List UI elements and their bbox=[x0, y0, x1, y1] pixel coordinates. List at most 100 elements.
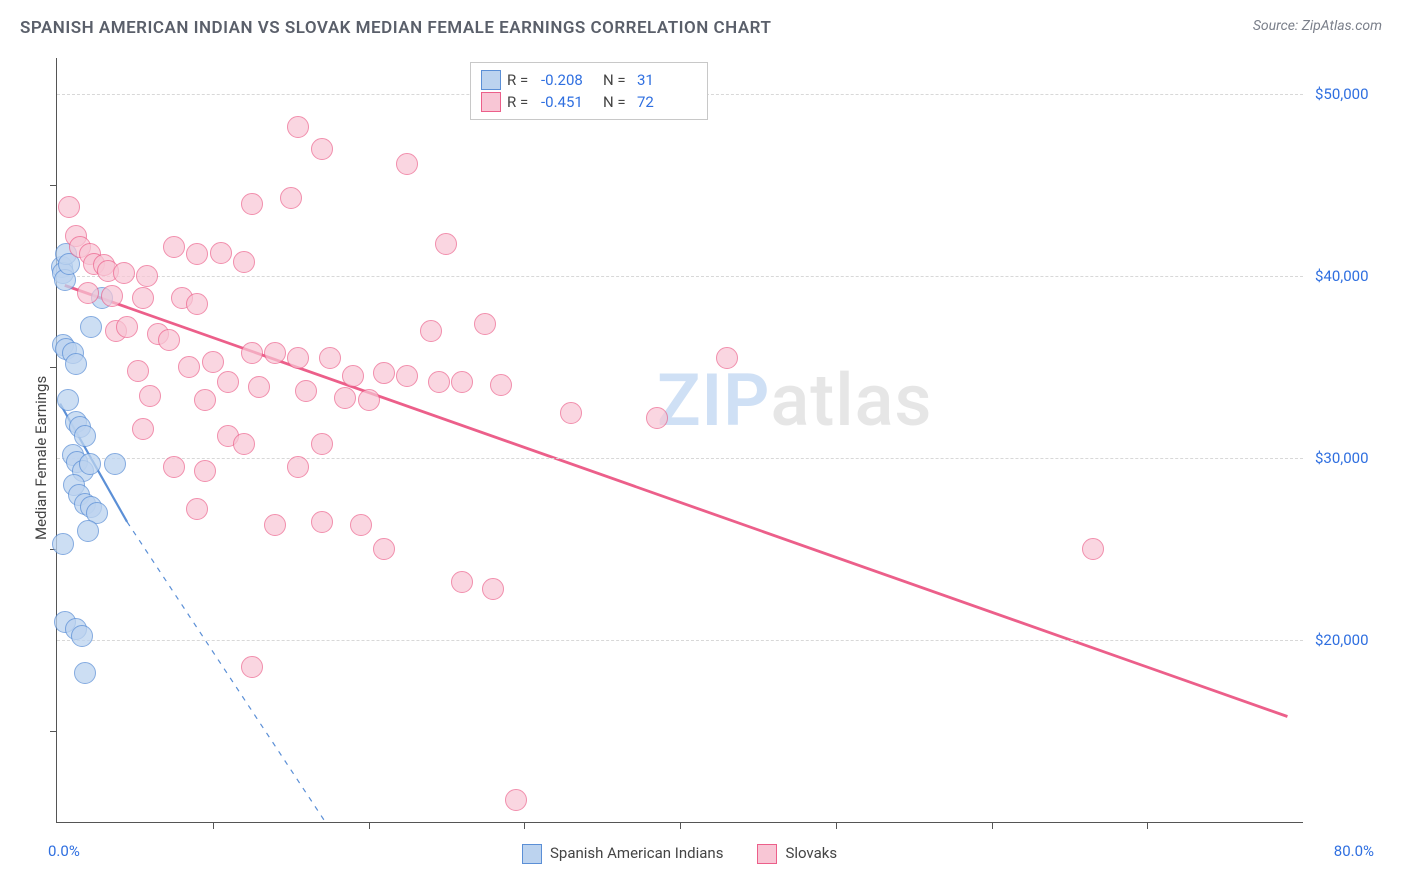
data-point-slovak bbox=[163, 456, 185, 478]
legend-r-value: -0.208 bbox=[541, 71, 597, 89]
data-point-spanish bbox=[104, 453, 126, 475]
y-tick bbox=[50, 731, 57, 732]
data-point-slovak bbox=[287, 116, 309, 138]
data-point-spanish bbox=[71, 625, 93, 647]
data-point-slovak bbox=[396, 365, 418, 387]
watermark-atlas: atlas bbox=[770, 358, 932, 443]
data-point-spanish bbox=[57, 389, 79, 411]
data-point-slovak bbox=[396, 153, 418, 175]
legend-swatch-icon bbox=[481, 70, 501, 90]
y-tick-label: $20,000 bbox=[1315, 631, 1385, 649]
watermark-zip: ZIP bbox=[657, 358, 770, 443]
data-point-slovak bbox=[127, 360, 149, 382]
data-point-slovak bbox=[217, 371, 239, 393]
data-point-slovak bbox=[210, 242, 232, 264]
gridline-h bbox=[57, 458, 1303, 459]
legend-swatch-icon bbox=[522, 844, 542, 864]
data-point-slovak bbox=[435, 233, 457, 255]
data-point-slovak bbox=[482, 578, 504, 600]
chart-title: SPANISH AMERICAN INDIAN VS SLOVAK MEDIAN… bbox=[20, 18, 771, 38]
data-point-slovak bbox=[136, 265, 158, 287]
data-point-slovak bbox=[194, 389, 216, 411]
data-point-slovak bbox=[373, 362, 395, 384]
data-point-slovak bbox=[287, 347, 309, 369]
data-point-slovak bbox=[334, 387, 356, 409]
x-axis-min-label: 0.0% bbox=[48, 842, 80, 860]
data-point-slovak bbox=[264, 514, 286, 536]
series-legend-item: Slovaks bbox=[757, 844, 837, 864]
data-point-slovak bbox=[716, 347, 738, 369]
y-tick bbox=[50, 367, 57, 368]
x-tick bbox=[680, 822, 681, 829]
legend-n-value: 72 bbox=[637, 93, 693, 111]
data-point-spanish bbox=[80, 316, 102, 338]
data-point-slovak bbox=[560, 402, 582, 424]
data-point-slovak bbox=[178, 356, 200, 378]
data-point-slovak bbox=[646, 407, 668, 429]
gridline-h bbox=[57, 640, 1303, 641]
data-point-slovak bbox=[248, 376, 270, 398]
stats-legend: R =-0.208N =31R =-0.451N =72 bbox=[470, 62, 708, 120]
data-point-slovak bbox=[1082, 538, 1104, 560]
data-point-slovak bbox=[319, 347, 341, 369]
legend-n-label: N = bbox=[603, 93, 631, 111]
legend-r-label: R = bbox=[507, 93, 535, 111]
data-point-slovak bbox=[373, 538, 395, 560]
legend-n-label: N = bbox=[603, 71, 631, 89]
legend-n-value: 31 bbox=[637, 71, 693, 89]
x-tick bbox=[836, 822, 837, 829]
data-point-slovak bbox=[158, 329, 180, 351]
data-point-spanish bbox=[52, 533, 74, 555]
data-point-slovak bbox=[358, 389, 380, 411]
y-tick-label: $40,000 bbox=[1315, 267, 1385, 285]
data-point-slovak bbox=[101, 285, 123, 307]
stats-legend-row-slovak: R =-0.451N =72 bbox=[481, 91, 693, 113]
x-tick bbox=[992, 822, 993, 829]
data-point-slovak bbox=[233, 251, 255, 273]
data-point-slovak bbox=[428, 371, 450, 393]
data-point-slovak bbox=[311, 138, 333, 160]
data-point-slovak bbox=[186, 243, 208, 265]
data-point-spanish bbox=[65, 353, 87, 375]
data-point-slovak bbox=[233, 433, 255, 455]
data-point-slovak bbox=[350, 514, 372, 536]
data-point-slovak bbox=[311, 511, 333, 533]
data-point-slovak bbox=[194, 460, 216, 482]
data-point-slovak bbox=[505, 789, 527, 811]
y-tick bbox=[50, 185, 57, 186]
x-axis-max-label: 80.0% bbox=[1334, 842, 1374, 860]
data-point-spanish bbox=[77, 520, 99, 542]
data-point-slovak bbox=[241, 656, 263, 678]
plot-area: ZIPatlas $20,000$30,000$40,000$50,000 bbox=[56, 58, 1303, 823]
series-legend-label: Spanish American Indians bbox=[550, 844, 723, 862]
data-point-slovak bbox=[139, 385, 161, 407]
data-point-slovak bbox=[241, 193, 263, 215]
data-point-slovak bbox=[202, 351, 224, 373]
data-point-spanish bbox=[74, 662, 96, 684]
source-attribution: Source: ZipAtlas.com bbox=[1253, 18, 1382, 34]
x-tick bbox=[213, 822, 214, 829]
data-point-slovak bbox=[311, 433, 333, 455]
legend-swatch-icon bbox=[757, 844, 777, 864]
x-tick bbox=[524, 822, 525, 829]
data-point-slovak bbox=[113, 262, 135, 284]
x-tick bbox=[369, 822, 370, 829]
series-legend-label: Slovaks bbox=[785, 844, 837, 862]
data-point-slovak bbox=[342, 365, 364, 387]
data-point-slovak bbox=[451, 571, 473, 593]
data-point-slovak bbox=[420, 320, 442, 342]
legend-swatch-icon bbox=[481, 92, 501, 112]
data-point-slovak bbox=[287, 456, 309, 478]
data-point-slovak bbox=[280, 187, 302, 209]
data-point-slovak bbox=[58, 196, 80, 218]
y-tick-label: $50,000 bbox=[1315, 85, 1385, 103]
data-point-slovak bbox=[186, 293, 208, 315]
y-tick-label: $30,000 bbox=[1315, 449, 1385, 467]
data-point-slovak bbox=[132, 287, 154, 309]
stats-legend-row-spanish: R =-0.208N =31 bbox=[481, 69, 693, 91]
data-point-slovak bbox=[264, 342, 286, 364]
watermark: ZIPatlas bbox=[657, 358, 932, 443]
x-tick bbox=[1147, 822, 1148, 829]
y-axis-label: Median Female Earnings bbox=[32, 376, 50, 540]
data-point-slovak bbox=[186, 498, 208, 520]
